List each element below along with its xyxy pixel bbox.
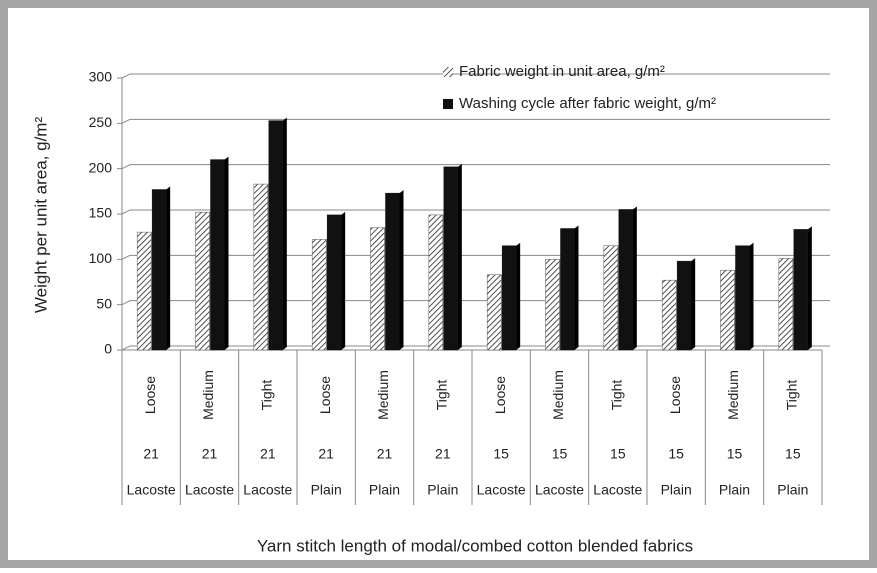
x-group-label: 15	[493, 446, 509, 462]
bar	[385, 192, 400, 351]
bar	[661, 279, 677, 351]
x-axis-title: Yarn stitch length of modal/combed cotto…	[257, 536, 693, 555]
y-tick-label: 250	[89, 114, 113, 130]
bar	[195, 211, 210, 351]
bar	[793, 229, 809, 351]
y-axis-title: Weight per unit area, g/m²	[31, 117, 50, 314]
x-group-label: Plain	[661, 482, 692, 498]
grid-line	[121, 209, 830, 215]
bar	[720, 269, 735, 351]
x-group-label: Lacoste	[477, 482, 526, 498]
x-group-label: Lacoste	[127, 482, 176, 498]
x-tick-label: Loose	[492, 376, 508, 414]
bar	[428, 214, 444, 351]
bar	[486, 274, 502, 351]
x-tick-label: Tight	[259, 380, 275, 411]
bar	[778, 258, 794, 351]
x-group-label: Lacoste	[535, 482, 584, 498]
x-group-label: 21	[318, 446, 334, 462]
x-group-label: 21	[377, 446, 393, 462]
bar-side	[166, 186, 171, 350]
x-group-label: Lacoste	[593, 482, 642, 498]
x-group-label: 21	[435, 446, 451, 462]
bar	[326, 214, 342, 351]
bar	[545, 259, 560, 351]
legend-label: Fabric weight in unit area, g/m²	[459, 63, 665, 80]
x-group-label: 21	[260, 446, 276, 462]
y-tick-label: 0	[104, 341, 112, 357]
x-group-label: Plain	[719, 482, 750, 498]
bar	[210, 159, 225, 351]
x-tick-label: Loose	[667, 376, 683, 414]
x-group-label: Plain	[777, 482, 808, 498]
bar-side	[516, 242, 521, 350]
bar-side	[632, 206, 637, 350]
y-tick-label: 150	[89, 205, 113, 221]
x-tick-label: Medium	[375, 370, 391, 420]
bar	[311, 239, 327, 351]
x-tick-label: Medium	[550, 370, 566, 420]
bar-side	[282, 117, 287, 350]
x-group-label: Plain	[369, 482, 400, 498]
grid-line	[121, 73, 830, 79]
bar	[253, 183, 269, 351]
grid-line	[121, 254, 830, 260]
x-tick-label: Loose	[142, 376, 158, 414]
x-tick-label: Loose	[317, 376, 333, 414]
grid-line	[121, 164, 830, 170]
x-tick-label: Medium	[725, 370, 741, 420]
bar	[370, 227, 385, 351]
grid-line	[121, 345, 830, 351]
bar	[560, 228, 575, 351]
x-group-label: 15	[552, 446, 568, 462]
x-group-label: 15	[668, 446, 684, 462]
bar	[501, 245, 517, 351]
y-tick-label: 200	[89, 159, 113, 175]
bar	[603, 245, 619, 351]
bar-side	[399, 190, 404, 350]
bar-side	[341, 211, 346, 350]
x-tick-label: Tight	[434, 380, 450, 411]
bar	[443, 166, 459, 351]
x-tick-label: Tight	[784, 380, 800, 411]
y-tick-label: 50	[96, 295, 112, 311]
bar	[676, 260, 692, 351]
x-tick-label: Medium	[200, 370, 216, 420]
x-group-label: Plain	[427, 482, 458, 498]
bar-side	[574, 225, 579, 350]
y-tick-label: 300	[89, 69, 113, 85]
x-tick-label: Tight	[609, 380, 625, 411]
x-group-label: Lacoste	[185, 482, 234, 498]
bar-side	[457, 163, 462, 350]
x-group-label: Lacoste	[243, 482, 292, 498]
x-group-label: Plain	[311, 482, 342, 498]
bar-side	[807, 226, 812, 350]
x-group-label: 15	[610, 446, 626, 462]
bar	[735, 245, 750, 351]
x-group-label: 21	[202, 446, 218, 462]
x-group-label: 15	[727, 446, 743, 462]
grid-line	[121, 118, 830, 124]
grid-line	[121, 300, 830, 306]
x-group-label: 21	[143, 446, 159, 462]
bar	[268, 120, 284, 351]
bar	[151, 189, 167, 351]
legend-swatch	[443, 99, 453, 109]
legend-label: Washing cycle after fabric weight, g/m²	[459, 95, 716, 112]
y-tick-label: 100	[89, 250, 113, 266]
bar-side	[224, 156, 229, 350]
bar-side	[691, 258, 696, 350]
bar-side	[749, 242, 754, 350]
bar	[618, 209, 634, 351]
bar	[136, 231, 152, 351]
x-group-label: 15	[785, 446, 801, 462]
legend-swatch	[443, 67, 453, 77]
